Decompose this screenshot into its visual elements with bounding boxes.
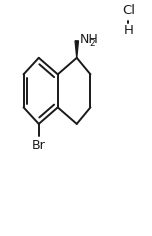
Text: NH: NH — [79, 33, 98, 46]
Text: 2: 2 — [89, 39, 95, 48]
Text: Br: Br — [32, 139, 46, 152]
Polygon shape — [75, 41, 78, 58]
Text: Cl: Cl — [122, 4, 135, 17]
Text: H: H — [124, 24, 133, 37]
